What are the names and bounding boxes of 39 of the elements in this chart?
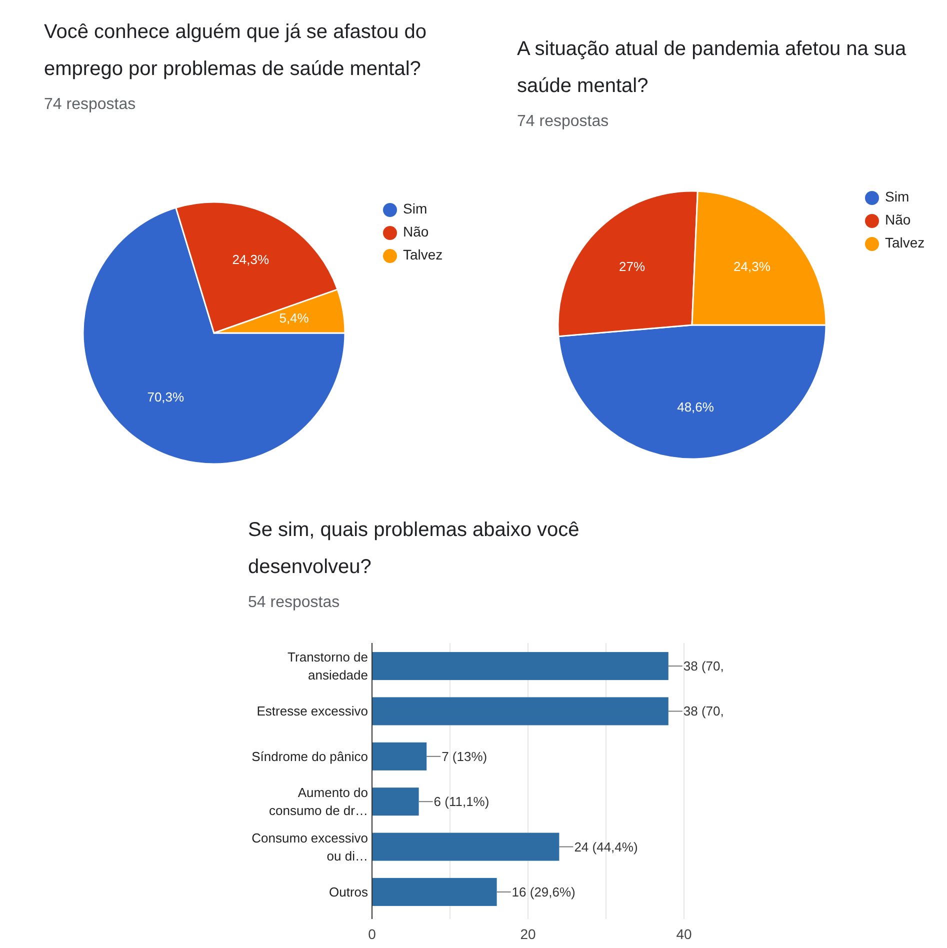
data-label: 27% — [619, 258, 646, 274]
legend-label: Sim — [885, 188, 910, 205]
legend-label: Sim — [403, 200, 428, 217]
y-tick-label: Consumo excessivo ou di… — [252, 830, 368, 864]
y-tick-label: Síndrome do pânico — [252, 748, 368, 764]
legend-label: Talvez — [403, 246, 443, 263]
chart-subtitle: 74 respostas — [44, 96, 136, 113]
data-label: 70,3% — [147, 390, 185, 405]
bar — [372, 788, 419, 816]
y-tick-label: Transtorno de ansiedade — [288, 650, 368, 683]
data-label: 24 (44,4%) — [574, 839, 638, 854]
data-label: 48,6% — [677, 399, 714, 414]
chart-subtitle: 54 respostas — [248, 594, 340, 611]
chart-title: Você conhece alguém que já se afastou do emprego por problemas de saúde mental? — [44, 21, 426, 80]
bar — [372, 652, 668, 680]
legend-label: Não — [403, 224, 429, 240]
chart-subtitle: 74 respostas — [517, 113, 609, 130]
chart-title: Se sim, quais problemas abaixo você desenvolveu? — [248, 519, 580, 578]
x-tick-label: 20 — [520, 926, 536, 942]
data-label: 38 (70, — [683, 658, 724, 674]
legend-label: Não — [885, 212, 911, 228]
data-label: 5,4% — [279, 310, 310, 326]
data-label: 16 (29,6%) — [512, 884, 576, 900]
legend-label: Talvez — [885, 234, 925, 251]
data-label: 24,3% — [232, 252, 270, 267]
y-tick-label: Aumento do consumo de dr… — [269, 785, 368, 818]
data-label: 6 (11,1%) — [434, 794, 490, 810]
data-label: 7 (13%) — [442, 748, 488, 764]
y-tick-label: Estresse excessivo — [256, 704, 368, 719]
chart-title: A situação atual de pandemia afetou na sua saúde mental? — [517, 38, 908, 97]
bar — [372, 878, 497, 906]
bar — [372, 742, 427, 770]
y-tick-label: Outros — [328, 884, 368, 900]
bar — [372, 697, 668, 726]
data-label: 24,3% — [734, 258, 771, 274]
x-tick-label: 0 — [368, 926, 376, 942]
x-tick-label: 40 — [676, 926, 692, 942]
data-label: 38 (70, — [683, 704, 724, 719]
bar — [372, 832, 560, 861]
